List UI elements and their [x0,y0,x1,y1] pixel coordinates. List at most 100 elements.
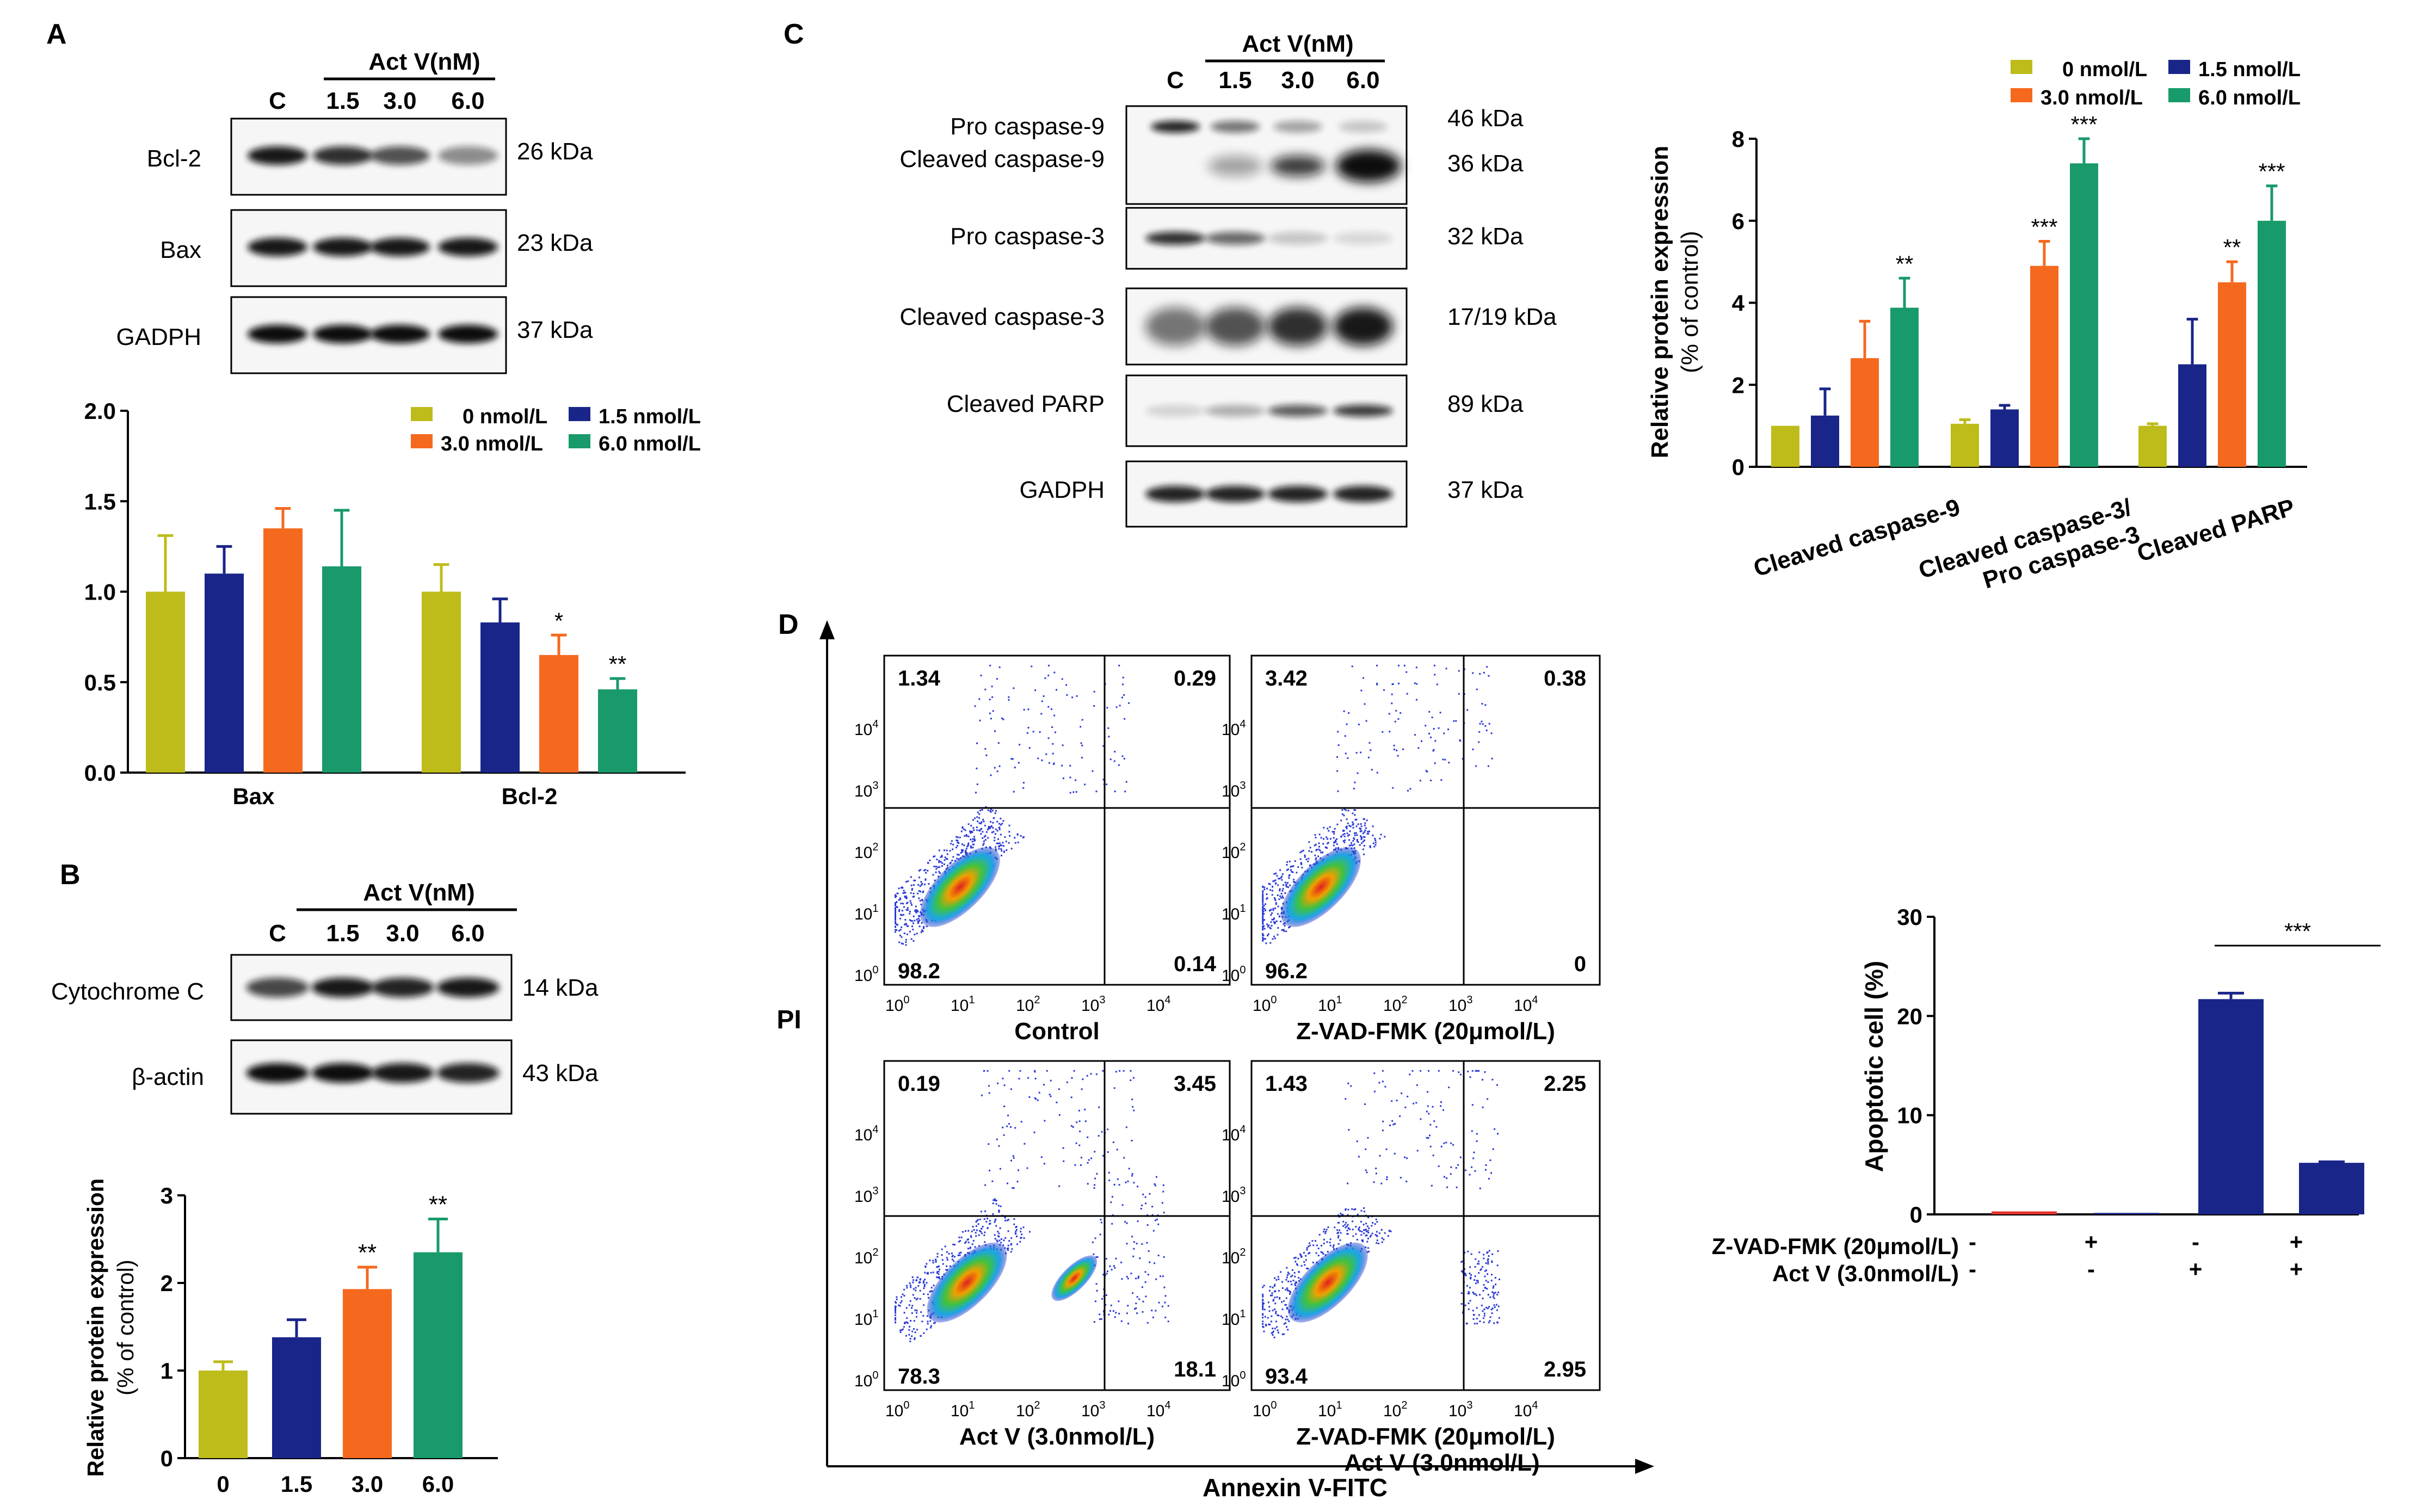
bar-0-0 [1771,425,1799,467]
y-tick-label: 0 [1732,454,1744,480]
y-tick-label: 4 [1732,291,1745,316]
blot-band [1268,486,1328,502]
blot-band [246,1063,309,1083]
blot-band [438,325,498,343]
tick-base: 10 [1222,1372,1240,1390]
legend-label: 0 nmol/L [463,405,547,428]
y-tick-label: 8 [1732,126,1744,152]
tick-base: 10 [854,844,872,862]
blot-band [370,238,430,256]
flow-plot-frame [1250,655,1601,986]
legend-label: 3.0 nmol/L [441,433,543,455]
quadrant-lower-right: 0.14 [1174,952,1217,976]
blot-band [1205,486,1265,502]
blot-band [1151,121,1200,133]
tick-base: 10 [854,1249,872,1267]
tick-exponent: 3 [872,1185,878,1197]
y-tick-label: 0 [1910,1202,1922,1227]
significance-mark: *** [2031,214,2057,239]
tick-exponent: 4 [1240,1124,1246,1135]
legend-swatch [411,407,433,421]
bar-bcl2-3 [598,689,637,773]
blot-row-label: Cleaved caspase-3 [899,304,1105,330]
flow-plot-title-line2: Act V (3.0nmol/L) [1344,1449,1539,1476]
y-log-tick-label: 102 [854,1246,879,1267]
tick-exponent: 0 [872,1369,878,1381]
tick-exponent: 4 [1164,1399,1170,1411]
lane-label: C [269,920,286,947]
bar-0-3 [1890,307,1919,467]
blot-header-a: Act V(nM) [368,48,480,75]
tick-exponent: 2 [1034,1399,1040,1411]
condition-row-label: Act V (3.0nmol/L) [1772,1261,1959,1286]
tick-exponent: 1 [872,1308,878,1320]
quadrant-lower-left: 78.3 [898,1365,940,1388]
tick-exponent: 4 [872,1124,878,1135]
blot-band [370,325,430,343]
x-log-tick-label: 104 [1146,994,1171,1015]
y-tick-label: 1 [161,1358,173,1384]
bar-1 [2094,1213,2159,1214]
blot-band [1333,232,1393,245]
x-log-tick-label: 100 [1253,1399,1277,1420]
x-log-tick-label: 102 [1383,1399,1408,1420]
tick-exponent: 2 [872,1246,878,1258]
tick-exponent: 0 [1240,964,1246,976]
bar-bax-0 [146,591,185,773]
bar-1-3 [2070,163,2098,467]
tick-base: 10 [1016,1402,1034,1420]
blot-band [371,978,434,997]
y-tick-label: 6 [1732,208,1744,234]
legend-swatch [411,434,433,448]
condition-mark: - [2087,1256,2095,1282]
significance-mark: *** [2258,159,2285,184]
lane-label: 3.0 [383,88,416,114]
tick-exponent: 4 [1164,994,1170,1006]
blot-kda-label: 14 kDa [522,974,599,1001]
quadrant-lower-left: 98.2 [898,959,940,983]
y-log-tick-label: 100 [1222,1369,1246,1390]
blot-band [438,238,498,256]
legend-label: 6.0 nmol/L [599,433,701,455]
tick-base: 10 [1383,1402,1401,1420]
quadrant-lower-left: 93.4 [1265,1365,1308,1388]
blot-row-label: Cytochrome C [51,978,204,1005]
condition-mark: + [2290,1229,2303,1255]
y-log-tick-label: 101 [1222,903,1246,923]
x-category-label: Bax [232,783,275,809]
y-log-tick-label: 104 [1222,718,1246,739]
x-log-tick-label: 102 [1016,994,1040,1015]
y-log-tick-label: 100 [1222,964,1246,985]
flow-plot-title: Control [1014,1018,1099,1045]
lane-label: C [1167,67,1184,94]
condition-mark: - [1969,1229,1976,1255]
blot-kda-label: 36 kDa [1447,150,1524,177]
y-log-tick-label: 100 [854,1369,879,1390]
bar-0-2 [1851,358,1879,467]
blot-kda-label: 17/19 kDa [1447,304,1557,330]
quadrant-lower-right: 0 [1574,952,1586,976]
legend-label: 3.0 nmol/L [2041,87,2143,109]
legend-label: 1.5 nmol/L [599,405,701,428]
blot-band [1145,232,1205,245]
x-log-tick-label: 104 [1146,1399,1171,1420]
blot-band [1333,307,1393,345]
blot-band [1268,232,1328,245]
legend-swatch [569,407,590,421]
tick-base: 10 [951,997,969,1015]
tick-base: 10 [1253,997,1271,1015]
tick-exponent: 0 [1271,994,1277,1006]
condition-mark: + [2290,1256,2303,1282]
y-log-tick-label: 103 [1222,1185,1246,1206]
tick-exponent: 3 [1240,780,1246,792]
blot-row-label: Cleaved caspase-9 [899,146,1105,172]
tick-base: 10 [1222,905,1240,923]
tick-base: 10 [854,967,872,985]
blot-row-label: Bax [160,237,201,263]
flow-plot-frame [883,655,1231,986]
tick-exponent: 2 [1401,994,1407,1006]
blot-row-label: Bcl-2 [147,145,201,172]
